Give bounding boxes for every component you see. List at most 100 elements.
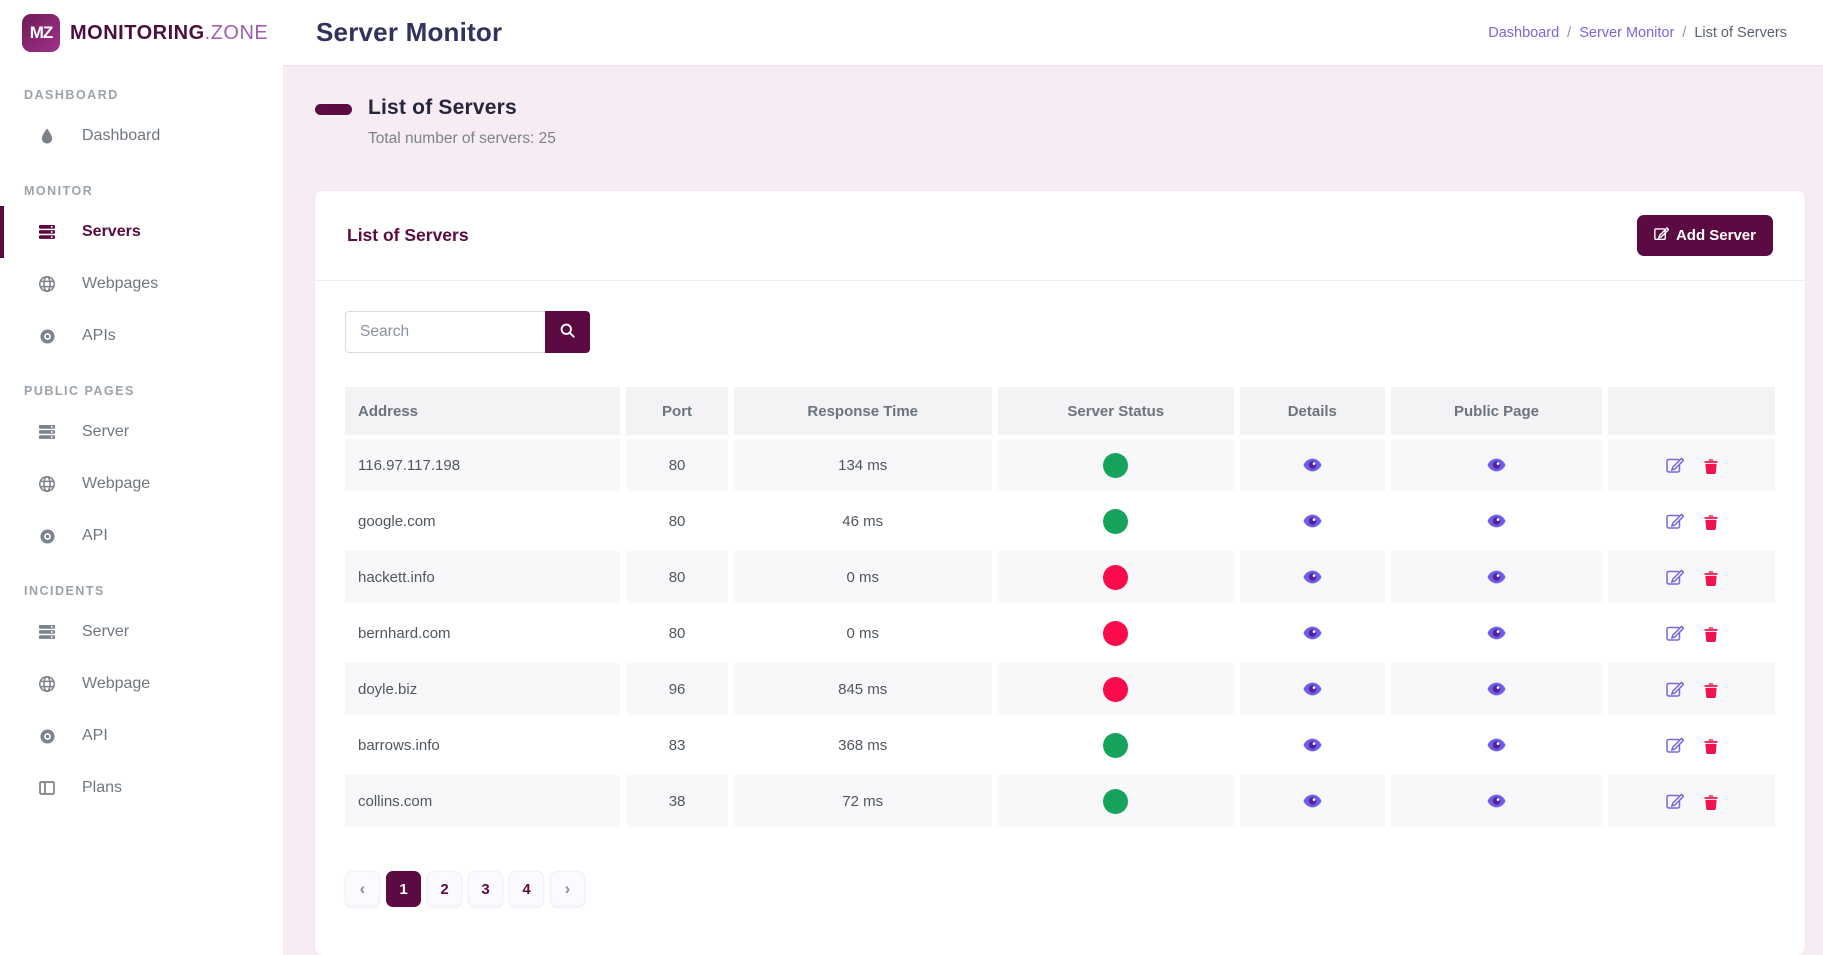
details-view-button[interactable] (1298, 623, 1327, 643)
column-header: Port (626, 387, 728, 435)
sidebar-item-api[interactable]: API (0, 710, 283, 762)
details-view-button[interactable] (1298, 735, 1327, 755)
column-header: Server Status (997, 387, 1234, 435)
add-server-button[interactable]: Add Server (1636, 215, 1773, 256)
delete-server-button[interactable] (1699, 680, 1723, 701)
column-header: Response Time (733, 387, 992, 435)
sidebar-item-api[interactable]: API (0, 510, 283, 562)
edit-icon (1665, 736, 1684, 754)
details-view-button[interactable] (1298, 511, 1327, 531)
eye-icon (1487, 514, 1506, 528)
status-up-indicator (1103, 788, 1129, 814)
edit-server-button[interactable] (1661, 565, 1689, 589)
sidebar-item-label: Server (82, 423, 130, 440)
sidebar-item-server[interactable]: Server (0, 406, 283, 458)
public-page-cell (1391, 607, 1603, 659)
brand-logo[interactable]: MZ MONITORING.ZONE (0, 0, 283, 66)
details-view-button[interactable] (1298, 679, 1327, 699)
sidebar-item-webpages[interactable]: Webpages (0, 258, 283, 310)
breadcrumb-item[interactable]: Server Monitor (1579, 24, 1675, 41)
search-input[interactable] (345, 311, 545, 353)
eye-icon (1303, 514, 1322, 528)
edit-icon (1665, 680, 1684, 698)
response-time-cell: 368 ms (838, 736, 888, 754)
delete-server-button[interactable] (1699, 624, 1723, 645)
sidebar-item-label: Webpage (82, 475, 151, 492)
address-cell: doyle.biz (345, 663, 621, 715)
column-header (1608, 387, 1775, 435)
delete-server-button[interactable] (1699, 736, 1723, 757)
edit-icon (1665, 456, 1684, 474)
search-button[interactable] (545, 311, 590, 353)
edit-icon (1665, 512, 1684, 530)
globe-icon (38, 676, 56, 692)
edit-icon (1665, 568, 1684, 586)
edit-server-button[interactable] (1661, 453, 1689, 477)
servers-table: Address Port Response Time Server Status Det… (339, 383, 1781, 831)
sidebar-item-apis[interactable]: APIs (0, 310, 283, 362)
public-page-cell (1390, 551, 1603, 603)
server-status-cell (998, 495, 1234, 547)
response-time-cell: 72 ms (733, 775, 992, 827)
delete-server-button[interactable] (1699, 456, 1723, 477)
public-page-view-button[interactable] (1482, 623, 1511, 643)
delete-server-button[interactable] (1699, 792, 1723, 813)
sidebar-item-server[interactable]: Server (0, 606, 283, 658)
edit-icon (1665, 792, 1684, 810)
sidebar-item-label: Server (82, 623, 130, 640)
public-page-view-button[interactable] (1482, 455, 1511, 475)
pagination-page-4[interactable]: 4 (509, 871, 544, 907)
sidebar-item-plans[interactable]: Plans (0, 762, 283, 814)
breadcrumb-item[interactable]: Dashboard (1488, 24, 1560, 41)
public-page-view-button[interactable] (1482, 511, 1511, 531)
details-cell (1240, 495, 1385, 547)
pagination-page-3[interactable]: 3 (468, 871, 503, 907)
table-header-row: Address Port Response Time Server Status Det… (345, 387, 1775, 435)
sidebar-item-webpage[interactable]: Webpage (0, 658, 283, 710)
edit-server-button[interactable] (1661, 509, 1689, 533)
dot-circle-icon (38, 728, 56, 744)
search-icon (560, 323, 575, 341)
title-dash-decoration (315, 104, 352, 115)
sidebar-item-dashboard[interactable]: Dashboard (0, 110, 283, 162)
edit-server-button[interactable] (1661, 789, 1689, 813)
eye-icon (1487, 794, 1506, 808)
sidebar-item-label: Plans (82, 779, 123, 796)
delete-server-button[interactable] (1699, 568, 1723, 589)
details-view-button[interactable] (1298, 791, 1327, 811)
eye-icon (1487, 626, 1506, 640)
sidebar: MZ MONITORING.ZONE DASHBOARD Dashboard MON… (0, 0, 283, 955)
status-down-indicator (1103, 676, 1129, 702)
sidebar-item-servers[interactable]: Servers (0, 206, 283, 258)
details-view-button[interactable] (1298, 567, 1327, 587)
edit-server-button[interactable] (1661, 733, 1689, 757)
column-header: Public Page (1390, 387, 1603, 435)
details-cell (1239, 439, 1385, 491)
port-cell: 83 (668, 736, 686, 754)
public-page-view-button[interactable] (1482, 567, 1511, 587)
public-page-view-button[interactable] (1482, 791, 1511, 811)
sidebar-item-label: API (82, 527, 108, 544)
card-header: List of Servers Add Server (315, 191, 1805, 281)
public-page-view-button[interactable] (1482, 735, 1511, 755)
breadcrumb-separator: / (1567, 24, 1572, 41)
pagination-next-button[interactable]: › (550, 871, 585, 907)
tint-icon (38, 127, 56, 145)
edit-server-button[interactable] (1661, 677, 1689, 701)
public-page-view-button[interactable] (1482, 679, 1511, 699)
dot-circle-icon (38, 328, 56, 344)
address-cell: hackett.info (345, 551, 621, 603)
delete-server-button[interactable] (1699, 512, 1723, 533)
details-view-button[interactable] (1298, 455, 1327, 475)
table-row: google.com 80 46 ms (345, 495, 1775, 547)
sidebar-item-label: Webpage (82, 675, 151, 692)
sidebar-item-webpage[interactable]: Webpage (0, 458, 283, 510)
actions-cell (1608, 775, 1775, 827)
pagination-page-2[interactable]: 2 (427, 871, 462, 907)
pagination-page-1[interactable]: 1 (386, 871, 421, 907)
table-row: bernhard.com 80 0 ms (345, 607, 1775, 659)
main-content: List of Servers Total number of servers:… (283, 66, 1823, 955)
status-down-indicator (1103, 620, 1129, 646)
edit-server-button[interactable] (1661, 621, 1689, 645)
pagination-prev-button[interactable]: ‹ (345, 871, 380, 907)
